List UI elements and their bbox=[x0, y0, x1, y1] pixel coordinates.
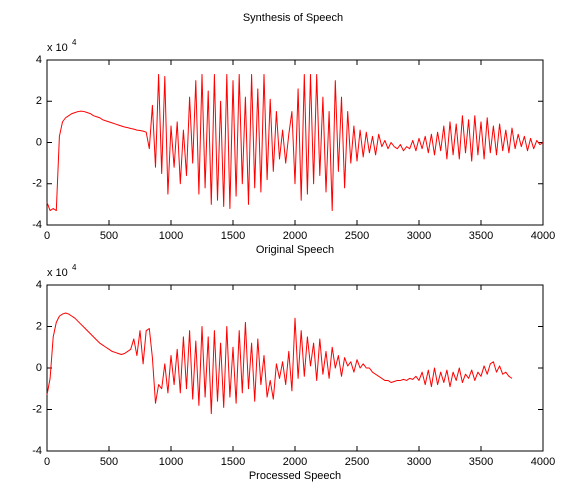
x-tick-label: 4000 bbox=[531, 456, 555, 468]
x-tick-label: 1000 bbox=[159, 230, 183, 242]
x-tick-label: 1500 bbox=[221, 456, 245, 468]
y-tick-label: -2 bbox=[32, 403, 42, 415]
x-tick-label: 500 bbox=[100, 456, 118, 468]
x-tick-label: 2500 bbox=[345, 230, 369, 242]
y-tick-label: -4 bbox=[32, 445, 42, 457]
x-tick-label: 0 bbox=[44, 456, 50, 468]
y-tick-label: -4 bbox=[32, 219, 42, 231]
y-tick-label: 0 bbox=[36, 362, 42, 374]
speech-line bbox=[46, 73, 544, 212]
x-tick-label: 3000 bbox=[407, 456, 431, 468]
figure-title: Synthesis of Speech bbox=[243, 12, 343, 24]
axis-multiplier: x 10 bbox=[47, 267, 68, 279]
y-tick-label: 4 bbox=[36, 279, 42, 291]
x-tick-label: 3000 bbox=[407, 230, 431, 242]
x-tick-label: 2000 bbox=[283, 456, 307, 468]
x-tick-label: 1000 bbox=[159, 456, 183, 468]
x-tick-label: 3500 bbox=[469, 230, 493, 242]
x-tick-label: 2000 bbox=[283, 230, 307, 242]
x-tick-label: 4000 bbox=[531, 230, 555, 242]
x-tick-label: 0 bbox=[44, 230, 50, 242]
y-tick-label: -2 bbox=[32, 178, 42, 190]
x-tick-label: 2500 bbox=[345, 456, 369, 468]
y-tick-label: 0 bbox=[36, 136, 42, 148]
y-tick-label: 4 bbox=[36, 54, 42, 66]
axis-multiplier: x 10 bbox=[47, 42, 68, 54]
y-tick-label: 2 bbox=[36, 95, 42, 107]
x-axis-label: Original Speech bbox=[256, 244, 334, 256]
x-axis-label: Processed Speech bbox=[249, 470, 341, 482]
x-tick-label: 1500 bbox=[221, 230, 245, 242]
x-tick-label: 500 bbox=[100, 230, 118, 242]
y-tick-label: 2 bbox=[36, 320, 42, 332]
axis-multiplier-exponent: 4 bbox=[72, 263, 77, 272]
x-tick-label: 3500 bbox=[469, 456, 493, 468]
axis-multiplier-exponent: 4 bbox=[72, 38, 77, 47]
speech-line bbox=[46, 312, 513, 415]
